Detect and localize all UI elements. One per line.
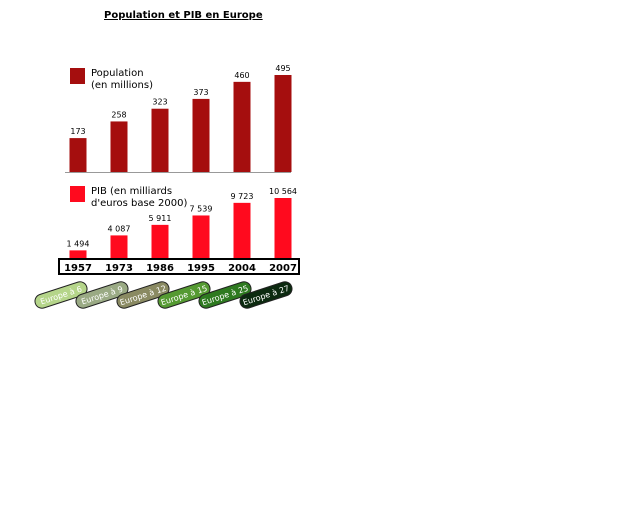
- data-label-population-2004: 460: [234, 71, 249, 80]
- annotation-badge-shape-2: [75, 281, 129, 309]
- data-label-pib-2007: 10 564: [269, 187, 297, 196]
- data-label-pib-1986: 5 911: [149, 214, 172, 223]
- bar-pib-1973: [110, 235, 128, 259]
- legend-swatch-2: [70, 186, 85, 202]
- tick-label-1986: 1986: [146, 263, 174, 274]
- bar-pib-1995: [192, 215, 210, 259]
- bar-population-2004: [233, 81, 251, 172]
- legend-label-1-1: Population: [91, 68, 144, 79]
- data-label-pib-1973: 4 087: [108, 224, 131, 233]
- data-label-population-2007: 495: [275, 64, 290, 73]
- bar-population-1986: [151, 108, 169, 172]
- data-label-population-1973: 258: [111, 110, 126, 119]
- legend-label-1-2: (en millions): [91, 80, 153, 91]
- data-label-population-1995: 373: [193, 88, 208, 97]
- bar-population-2007: [274, 75, 292, 172]
- legend-swatch-1: [70, 68, 85, 84]
- bar-pib-1986: [151, 224, 169, 259]
- annotation-badge-shape-5: [198, 281, 252, 309]
- annotation-badge-shape-1: [34, 281, 88, 309]
- annotation-badge-shape-3: [116, 281, 170, 309]
- data-label-population-1957: 173: [70, 127, 85, 136]
- tick-label-1957: 1957: [64, 263, 92, 274]
- data-label-pib-2004: 9 723: [231, 192, 254, 201]
- data-label-pib-1957: 1 494: [67, 239, 90, 248]
- bar-population-1973: [110, 121, 128, 172]
- bar-pib-2007: [274, 198, 292, 259]
- data-label-pib-1995: 7 539: [190, 204, 213, 213]
- legend-label-2-2: d'euros base 2000): [91, 198, 187, 209]
- tick-label-2007: 2007: [269, 263, 297, 274]
- bar-pib-1957: [69, 250, 87, 259]
- annotation-badge-shape-6: [239, 281, 293, 309]
- bar-population-1995: [192, 98, 210, 172]
- legend-label-2-1: PIB (en milliards: [91, 186, 172, 197]
- data-label-population-1986: 323: [152, 98, 167, 107]
- year-axis-box: [58, 258, 300, 275]
- tick-label-2004: 2004: [228, 263, 256, 274]
- tick-label-1995: 1995: [187, 263, 215, 274]
- chart-title: Population et PIB en Europe: [104, 10, 263, 21]
- bar-population-1957: [69, 138, 87, 172]
- annotation-badge-shape-4: [157, 281, 211, 309]
- bar-pib-2004: [233, 202, 251, 259]
- tick-label-1973: 1973: [105, 263, 133, 274]
